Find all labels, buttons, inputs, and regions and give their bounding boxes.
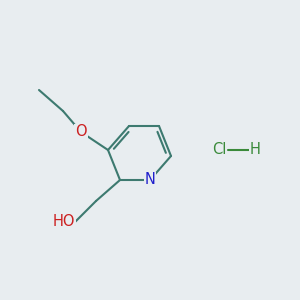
Text: O: O bbox=[75, 124, 87, 140]
Text: H: H bbox=[250, 142, 260, 158]
Text: HO: HO bbox=[52, 214, 75, 230]
Text: Cl: Cl bbox=[212, 142, 226, 158]
Text: N: N bbox=[145, 172, 155, 188]
